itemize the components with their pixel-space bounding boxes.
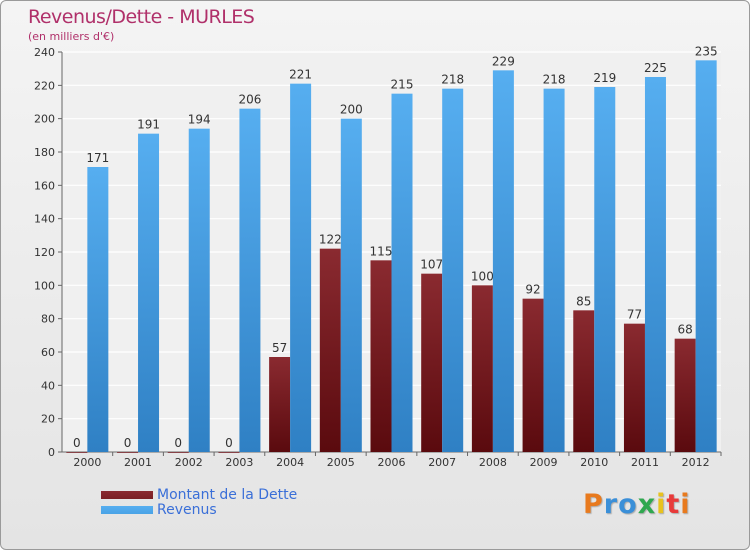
x-tick-label: 2007 (428, 456, 456, 469)
legend-item-revenue: Revenus (101, 501, 297, 518)
data-label-revenue: 191 (137, 118, 160, 132)
y-tick-label: 180 (34, 146, 55, 159)
logo-letter: i (656, 489, 667, 520)
data-label-debt: 115 (370, 244, 393, 258)
y-tick-label: 220 (34, 79, 55, 92)
bar-debt (623, 323, 645, 452)
bar-debt (573, 310, 595, 452)
logo-letter: r (603, 489, 619, 520)
data-label-revenue: 218 (543, 73, 566, 87)
data-label-debt: 85 (576, 294, 591, 308)
bar-revenue (290, 83, 312, 453)
data-label-debt: 100 (471, 269, 494, 283)
bar-revenue (391, 93, 413, 453)
x-tick-label: 2008 (479, 456, 507, 469)
y-tick-label: 240 (34, 46, 55, 59)
bar-revenue (644, 77, 666, 452)
x-tick-label: 2001 (124, 456, 152, 469)
data-label-revenue: 221 (289, 68, 312, 82)
data-label-revenue: 206 (238, 93, 261, 107)
logo-letter: x (637, 489, 657, 520)
data-label-debt: 0 (124, 436, 132, 450)
y-tick-label: 120 (34, 246, 55, 259)
data-label-revenue: 219 (593, 71, 616, 85)
x-tick-label: 2006 (378, 456, 406, 469)
chart-legend: Montant de la Dette Revenus (101, 486, 298, 518)
bar-revenue (594, 87, 616, 452)
y-tick-label: 80 (41, 313, 55, 326)
chart-subtitle: (en milliers d'€) (28, 30, 115, 43)
data-label-debt: 0 (174, 436, 182, 450)
data-label-revenue: 229 (492, 54, 515, 68)
bar-revenue (695, 60, 717, 452)
bar-revenue (492, 70, 514, 452)
data-label-debt: 92 (525, 283, 540, 297)
legend-swatch-debt (101, 490, 153, 499)
proxiti-logo: Proxiti (583, 489, 691, 520)
bar-debt (218, 452, 240, 453)
bar-debt (370, 260, 392, 452)
y-tick-label: 20 (41, 413, 55, 426)
y-tick-label: 60 (41, 346, 55, 359)
y-tick-label: 40 (41, 379, 55, 392)
bar-revenue (340, 118, 362, 453)
data-label-debt: 0 (73, 436, 81, 450)
x-tick-label: 2009 (530, 456, 558, 469)
x-tick-label: 2003 (225, 456, 253, 469)
y-tick-label: 0 (48, 446, 55, 459)
bar-debt (471, 285, 493, 452)
x-tick-label: 2000 (73, 456, 101, 469)
logo-letter: o (618, 489, 638, 520)
bar-debt (66, 452, 88, 453)
y-tick-label: 200 (34, 113, 55, 126)
y-tick-label: 100 (34, 279, 55, 292)
bar-revenue (239, 108, 261, 453)
bar-revenue (87, 167, 109, 452)
data-label-revenue: 215 (391, 78, 414, 92)
legend-label-revenue: Revenus (157, 501, 217, 518)
data-label-debt: 107 (420, 258, 443, 272)
legend-swatch-revenue (101, 505, 153, 514)
x-tick-label: 2004 (276, 456, 304, 469)
x-tick-label: 2005 (327, 456, 355, 469)
y-tick-label: 160 (34, 179, 55, 192)
bar-debt (522, 298, 544, 452)
bar-revenue (138, 133, 160, 452)
bar-debt (421, 273, 443, 452)
legend-item-debt: Montant de la Dette (101, 486, 298, 503)
y-tick-label: 140 (34, 213, 55, 226)
data-label-revenue: 235 (695, 44, 718, 58)
data-label-revenue: 225 (644, 61, 667, 75)
data-label-debt: 57 (272, 341, 287, 355)
x-tick-label: 2011 (631, 456, 659, 469)
x-tick-label: 2002 (175, 456, 203, 469)
logo-letter: t (666, 489, 681, 520)
bar-revenue (543, 88, 565, 453)
bar-debt (674, 338, 696, 452)
bar-debt (319, 248, 341, 452)
x-tick-label: 2010 (580, 456, 608, 469)
data-label-debt: 0 (225, 436, 233, 450)
bar-debt (269, 357, 291, 452)
data-label-debt: 68 (678, 323, 693, 337)
bar-debt (167, 452, 189, 453)
bar-debt (117, 452, 139, 453)
data-label-revenue: 200 (340, 103, 363, 117)
data-label-revenue: 171 (86, 151, 109, 165)
data-label-revenue: 218 (441, 73, 464, 87)
bar-revenue (188, 128, 210, 452)
data-label-debt: 122 (319, 233, 342, 247)
data-label-debt: 77 (627, 308, 642, 322)
x-tick-label: 2012 (682, 456, 710, 469)
legend-label-debt: Montant de la Dette (157, 486, 298, 503)
chart-title: Revenus/Dette - MURLES (28, 6, 255, 28)
data-label-revenue: 194 (188, 113, 211, 127)
logo-letter: P (583, 489, 604, 520)
bar-revenue (442, 88, 464, 453)
logo-letter: i (680, 489, 691, 520)
